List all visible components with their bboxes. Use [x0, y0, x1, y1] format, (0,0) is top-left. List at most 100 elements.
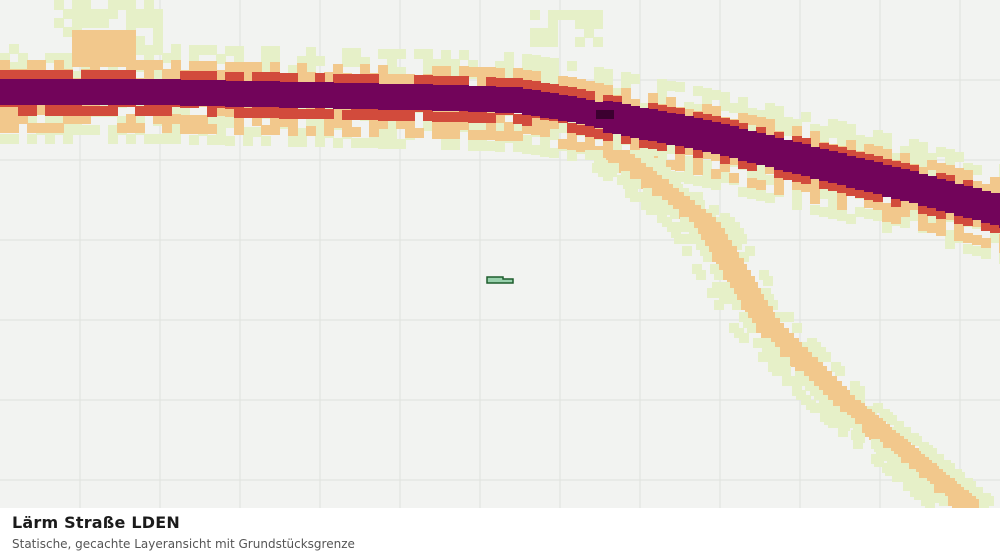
noise-band-2 — [693, 156, 703, 166]
noise-band-4 — [504, 87, 514, 113]
noise-band-2 — [351, 127, 361, 137]
noise-band-2 — [585, 135, 595, 145]
noise-band-3 — [279, 109, 289, 119]
noise-band-1 — [153, 36, 163, 46]
noise-band-3 — [27, 70, 37, 80]
noise-band-2 — [198, 61, 208, 71]
noise-band-3 — [315, 73, 325, 83]
noise-band-2 — [459, 66, 469, 76]
noise-band-4 — [630, 106, 640, 138]
noise-band-4 — [243, 81, 253, 107]
noise-band-1 — [655, 205, 665, 215]
noise-band-1 — [831, 406, 841, 416]
noise-band-1 — [270, 55, 280, 65]
noise-band-2 — [135, 60, 145, 70]
noise-band-3 — [486, 113, 496, 123]
noise-band-2 — [234, 62, 244, 72]
noise-band-3 — [477, 113, 487, 123]
noise-band-1 — [783, 126, 793, 136]
noise-band-1 — [27, 134, 37, 144]
noise-band-3 — [909, 165, 919, 175]
noise-band-1 — [912, 436, 922, 446]
noise-band-1 — [549, 76, 559, 86]
noise-band-1 — [945, 158, 955, 168]
noise-band-2 — [432, 129, 442, 139]
noise-band-1 — [584, 10, 594, 20]
noise-band-1 — [432, 59, 442, 69]
noise-band-2 — [990, 177, 1000, 187]
noise-band-4 — [351, 83, 361, 109]
noise-band-2 — [468, 130, 478, 140]
noise-band-1 — [351, 57, 361, 67]
noise-band-2 — [477, 130, 487, 140]
noise-band-2 — [486, 67, 496, 77]
noise-band-4 — [135, 79, 145, 105]
noise-band-1 — [9, 62, 19, 72]
noise-band-3 — [792, 136, 802, 146]
noise-band-1 — [135, 9, 145, 19]
noise-band-2 — [981, 238, 991, 248]
noise-band-1 — [342, 48, 352, 58]
noise-band-2 — [801, 182, 811, 192]
noise-band-2 — [739, 282, 749, 292]
noise-band-1 — [882, 223, 892, 233]
noise-band-2 — [0, 123, 10, 133]
noise-band-2 — [513, 68, 523, 78]
noise-band-2 — [45, 123, 55, 133]
noise-band-2 — [693, 165, 703, 175]
noise-band-1 — [887, 415, 897, 425]
noise-band-1 — [171, 125, 181, 135]
noise-band-2 — [891, 214, 901, 224]
noise-band-1 — [441, 140, 451, 150]
noise-band-1 — [63, 53, 73, 63]
noise-band-1 — [774, 106, 784, 116]
noise-band-1 — [315, 128, 325, 138]
noise-band-1 — [414, 49, 424, 59]
noise-band-1 — [909, 148, 919, 158]
noise-band-2 — [0, 60, 10, 70]
noise-band-1 — [945, 239, 955, 249]
noise-band-1 — [171, 134, 181, 144]
noise-band-3 — [459, 76, 469, 86]
noise-band-4 — [927, 176, 937, 208]
noise-band-1 — [54, 116, 64, 126]
noise-band-1 — [162, 53, 172, 63]
noise-band-3 — [18, 70, 28, 80]
noise-band-1 — [925, 454, 935, 464]
noise-band-1 — [288, 137, 298, 147]
noise-band-2 — [72, 30, 82, 40]
noise-band-1 — [900, 218, 910, 228]
noise-band-4 — [387, 84, 397, 110]
noise-band-2 — [495, 113, 505, 123]
noise-band-1 — [909, 139, 919, 149]
noise-band-1 — [575, 10, 585, 20]
noise-band-2 — [621, 88, 631, 98]
noise-band-2 — [576, 79, 586, 89]
noise-band-1 — [682, 246, 692, 256]
noise-band-2 — [743, 288, 753, 298]
noise-band-1 — [180, 108, 190, 118]
noise-band-1 — [772, 366, 782, 376]
noise-band-2 — [945, 210, 955, 220]
property-boundary[interactable] — [486, 276, 514, 284]
noise-band-2 — [873, 146, 883, 156]
noise-band-2 — [621, 97, 631, 107]
noise-band-1 — [144, 9, 154, 19]
noise-band-2 — [737, 264, 747, 274]
noise-band-1 — [714, 300, 724, 310]
noise-band-3 — [819, 179, 829, 189]
noise-band-1 — [900, 463, 910, 473]
noise-band-1 — [837, 121, 847, 131]
noise-band-2 — [459, 120, 469, 130]
noise-band-2 — [711, 169, 721, 179]
noise-band-1 — [855, 144, 865, 154]
noise-band-1 — [837, 139, 847, 149]
noise-band-1 — [792, 191, 802, 201]
noise-band-1 — [945, 230, 955, 240]
noise-band-2 — [495, 131, 505, 141]
noise-band-2 — [981, 184, 991, 194]
noise-band-2 — [748, 312, 758, 322]
noise-band-1 — [732, 240, 742, 250]
noise-band-1 — [144, 18, 154, 28]
